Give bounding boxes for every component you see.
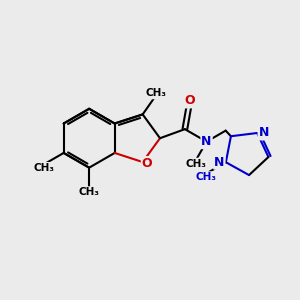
Text: CH₃: CH₃ bbox=[33, 163, 54, 173]
Text: CH₃: CH₃ bbox=[79, 187, 100, 197]
Text: CH₃: CH₃ bbox=[145, 88, 166, 98]
Text: O: O bbox=[142, 157, 152, 170]
Text: CH₃: CH₃ bbox=[185, 158, 206, 169]
Text: N: N bbox=[201, 135, 212, 148]
Text: N: N bbox=[259, 127, 269, 140]
Text: N: N bbox=[214, 156, 225, 169]
Text: O: O bbox=[184, 94, 195, 107]
Text: CH₃: CH₃ bbox=[196, 172, 217, 182]
